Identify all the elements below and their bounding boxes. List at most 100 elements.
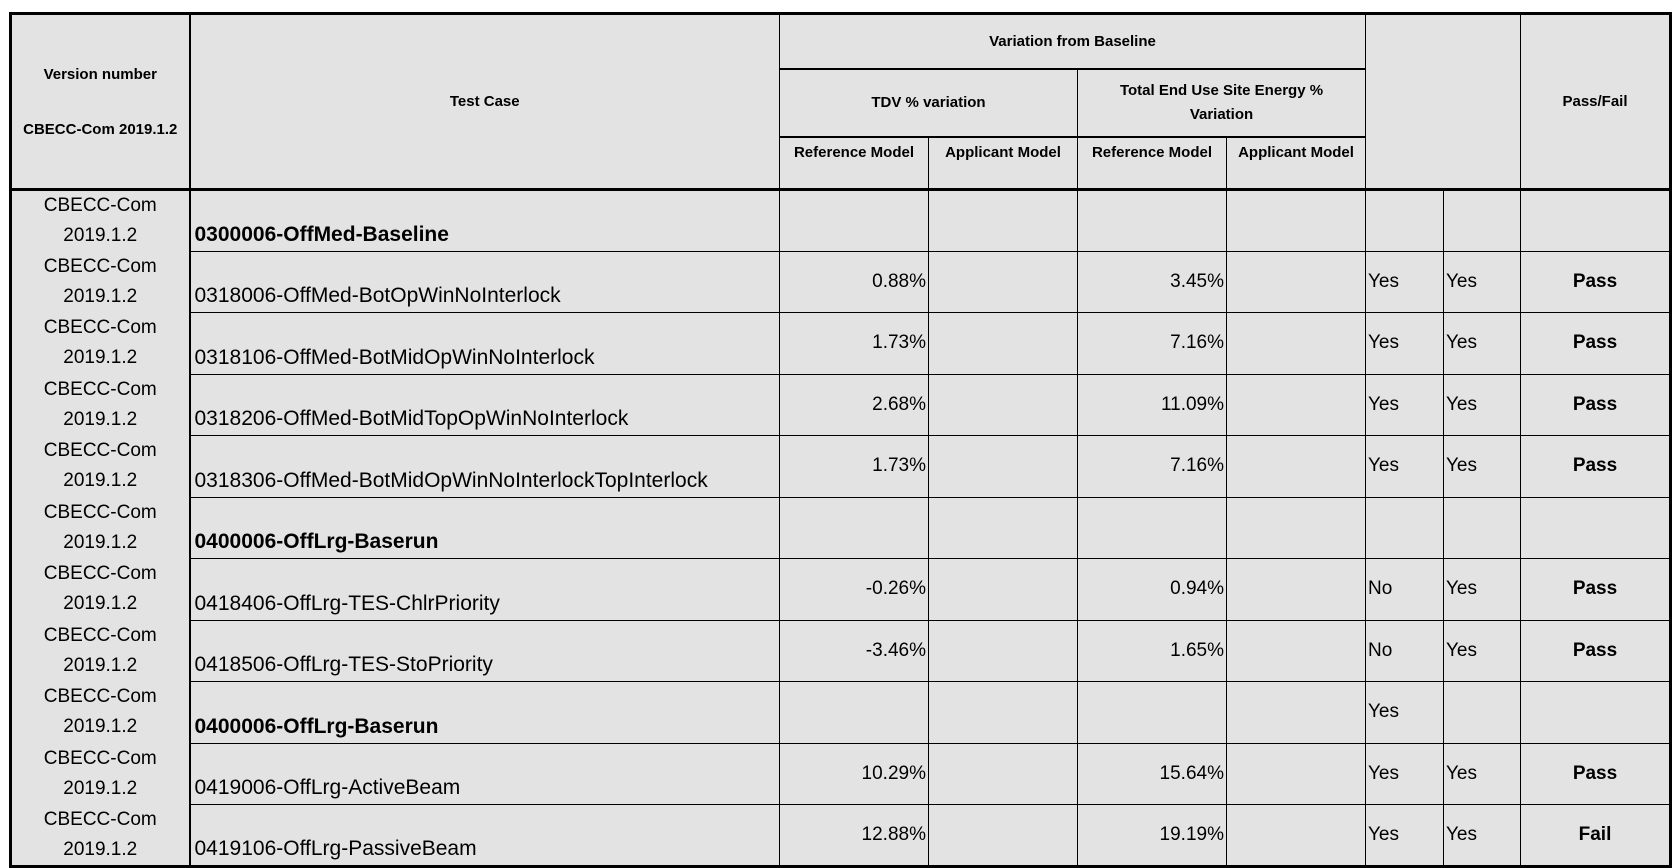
variation-header: Variation from Baseline	[779, 13, 1366, 70]
version-cell: CBECC-Com 2019.1.2	[10, 189, 191, 251]
tdv-ref-cell: 1.73%	[779, 435, 929, 498]
version-cell: CBECC-Com 2019.1.2	[10, 620, 191, 682]
table-row: CBECC-Com 2019.1.2 0318206-OffMed-BotMidTo…	[10, 373, 1671, 436]
tdv-ref-cell	[779, 496, 929, 559]
version-cell: CBECC-Com 2019.1.2	[10, 374, 191, 436]
pass-fail-cell	[1520, 496, 1671, 559]
version-line-2: 2019.1.2	[63, 225, 138, 246]
check-2-cell	[1443, 681, 1521, 744]
version-cell: CBECC-Com 2019.1.2	[10, 312, 191, 374]
site-app-cell	[1226, 558, 1366, 621]
version-header: Version number CBECC-Com 2019.1.2	[10, 13, 191, 191]
version-line-1: CBECC-Com	[43, 195, 157, 216]
version-line-1: CBECC-Com	[43, 378, 157, 400]
check-2-cell: Yes	[1443, 804, 1521, 867]
test-case-cell: 0300006-OffMed-Baseline	[189, 189, 780, 252]
check-2-cell: Yes	[1443, 373, 1521, 436]
version-line-1: CBECC-Com	[43, 255, 157, 277]
tdv-app-cell	[928, 742, 1078, 805]
tdv-app-cell	[928, 681, 1078, 744]
tdv-app-cell	[928, 312, 1078, 375]
check-1-cell: No	[1365, 619, 1444, 682]
site-ref-cell	[1077, 189, 1227, 252]
site-app-cell	[1226, 312, 1366, 375]
table-row: CBECC-Com 2019.1.2 0318306-OffMed-BotMidOp…	[10, 435, 1671, 498]
check-2-cell: Yes	[1443, 619, 1521, 682]
table-row: CBECC-Com 2019.1.2 0418406-OffLrg-TES-Chlr…	[10, 558, 1671, 621]
version-line-2: 2019.1.2	[63, 470, 138, 492]
site-ref-cell	[1077, 681, 1227, 744]
version-line-1: CBECC-Com	[43, 501, 157, 523]
tdv-header: TDV % variation	[779, 68, 1078, 138]
tdv-ref-cell: 0.88%	[779, 250, 929, 313]
pass-fail-cell: Pass	[1520, 312, 1671, 375]
site-ref-cell: 11.09%	[1077, 373, 1227, 436]
pass-fail-cell: Fail	[1520, 804, 1671, 867]
tdv-ref-cell: -3.46%	[779, 619, 929, 682]
pass-fail-cell: Pass	[1520, 250, 1671, 313]
version-cell: CBECC-Com 2019.1.2	[10, 743, 191, 805]
tdv-app-cell	[928, 189, 1078, 252]
pass-fail-header: Pass/Fail	[1520, 13, 1671, 191]
site-energy-header: Total End Use Site Energy % Variation	[1077, 68, 1366, 138]
tdv-ref-cell: 10.29%	[779, 742, 929, 805]
check-2-cell	[1443, 496, 1521, 559]
test-case-cell: 0318206-OffMed-BotMidTopOpWinNoInterlock	[189, 373, 780, 436]
check-1-cell: Yes	[1365, 742, 1444, 805]
pass-fail-cell: Pass	[1520, 435, 1671, 498]
version-cell: CBECC-Com 2019.1.2	[10, 681, 191, 743]
site-ref-cell: 7.16%	[1077, 435, 1227, 498]
table-row: CBECC-Com 2019.1.2 0318106-OffMed-BotMidOp…	[10, 312, 1671, 375]
tdv-app-cell	[928, 373, 1078, 436]
version-line-1: CBECC-Com	[43, 808, 157, 830]
site-ref-cell: 0.94%	[1077, 558, 1227, 621]
pass-fail-cell	[1520, 189, 1671, 252]
check-2-cell: Yes	[1443, 250, 1521, 313]
results-table: Version number CBECC-Com 2019.1.2 Test C…	[9, 12, 1672, 868]
check-2-cell: Yes	[1443, 558, 1521, 621]
version-line-1: CBECC-Com	[43, 624, 157, 646]
site-app-cell	[1226, 619, 1366, 682]
check-1-cell: No	[1365, 558, 1444, 621]
version-line-1: CBECC-Com	[43, 686, 157, 708]
test-case-cell: 0318106-OffMed-BotMidOpWinNoInterlock	[189, 312, 780, 375]
site-ref-header: Reference Model	[1077, 136, 1227, 191]
table-row: CBECC-Com 2019.1.2 0400006-OffLrg-Baserun	[10, 496, 1671, 559]
test-case-cell: 0318306-OffMed-BotMidOpWinNoInterlockTop…	[189, 435, 780, 498]
version-line-2: 2019.1.2	[63, 777, 138, 799]
site-app-cell	[1226, 250, 1366, 313]
tdv-ref-cell: 1.73%	[779, 312, 929, 375]
check-2-cell: Yes	[1443, 312, 1521, 375]
test-case-cell: 0418406-OffLrg-TES-ChlrPriority	[189, 558, 780, 621]
version-line-2: 2019.1.2	[63, 408, 138, 430]
table-row: CBECC-Com 2019.1.2 0318006-OffMed-BotOpWin…	[10, 250, 1671, 313]
site-app-header: Applicant Model	[1226, 136, 1366, 191]
tdv-ref-cell: 2.68%	[779, 373, 929, 436]
test-case-cell: 0400006-OffLrg-Baserun	[189, 496, 780, 559]
tdv-app-cell	[928, 558, 1078, 621]
test-case-header: Test Case	[189, 13, 780, 191]
site-ref-cell: 7.16%	[1077, 312, 1227, 375]
version-line-1: CBECC-Com	[43, 317, 157, 339]
table-row: CBECC-Com 2019.1.2 0419106-OffLrg-PassiveB…	[10, 804, 1671, 867]
version-line-1: CBECC-Com	[43, 440, 157, 462]
blank-header	[1365, 13, 1521, 191]
site-ref-cell: 19.19%	[1077, 804, 1227, 867]
version-value: CBECC-Com 2019.1.2	[23, 120, 178, 138]
test-case-cell: 0318006-OffMed-BotOpWinNoInterlock	[189, 250, 780, 313]
site-app-cell	[1226, 681, 1366, 744]
check-1-cell	[1365, 189, 1444, 252]
version-line-1: CBECC-Com	[43, 747, 157, 769]
site-app-cell	[1226, 496, 1366, 559]
version-line-2: 2019.1.2	[63, 285, 138, 307]
test-case-cell: 0400006-OffLrg-Baserun	[189, 681, 780, 744]
tdv-ref-cell: -0.26%	[779, 558, 929, 621]
version-line-2: 2019.1.2	[63, 593, 138, 615]
version-line-2: 2019.1.2	[63, 654, 138, 676]
site-ref-cell	[1077, 496, 1227, 559]
tdv-ref-cell	[779, 681, 929, 744]
version-line-2: 2019.1.2	[63, 838, 138, 860]
site-app-cell	[1226, 435, 1366, 498]
site-app-cell	[1226, 189, 1366, 252]
pass-fail-cell: Pass	[1520, 742, 1671, 805]
